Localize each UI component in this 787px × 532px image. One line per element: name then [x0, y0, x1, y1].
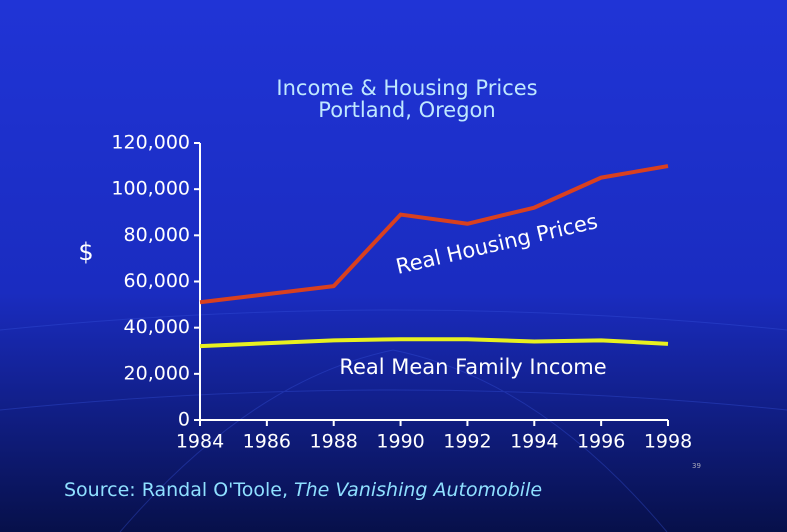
x-tick-label: 1986	[243, 431, 291, 453]
background-curves	[0, 309, 787, 532]
source-prefix: Source: Randal O'Toole,	[64, 479, 288, 501]
series-label: Real Mean Family Income	[339, 355, 606, 379]
chart-title: Income & Housing Prices	[276, 76, 537, 100]
source: Source: Randal O'Toole, The Vanishing Aut…	[64, 479, 542, 501]
x-tick-label: 1984	[176, 431, 224, 453]
chart-subtitle: Portland, Oregon	[318, 98, 495, 122]
x-tick-label: 1996	[577, 431, 625, 453]
y-tick-label: 40,000	[124, 316, 190, 338]
y-tick-label: 80,000	[124, 224, 190, 246]
x-tick-label: 1990	[376, 431, 424, 453]
y-tick-label: 60,000	[124, 270, 190, 292]
x-tick-label: 1998	[644, 431, 692, 453]
x-tick-label: 1994	[510, 431, 558, 453]
y-tick-label: 120,000	[111, 132, 190, 154]
y-tick-label: 20,000	[124, 362, 190, 384]
source-book: The Vanishing Automobile	[294, 479, 542, 501]
x-tick-label: 1988	[310, 431, 358, 453]
y-axis-label: $	[78, 238, 93, 266]
series-line	[199, 337, 669, 349]
x-tick-label: 1992	[443, 431, 491, 453]
y-tick-label: 100,000	[111, 178, 190, 200]
series-line	[199, 164, 669, 305]
y-tick-label: 0	[178, 409, 190, 431]
page-number: 39	[692, 462, 701, 470]
